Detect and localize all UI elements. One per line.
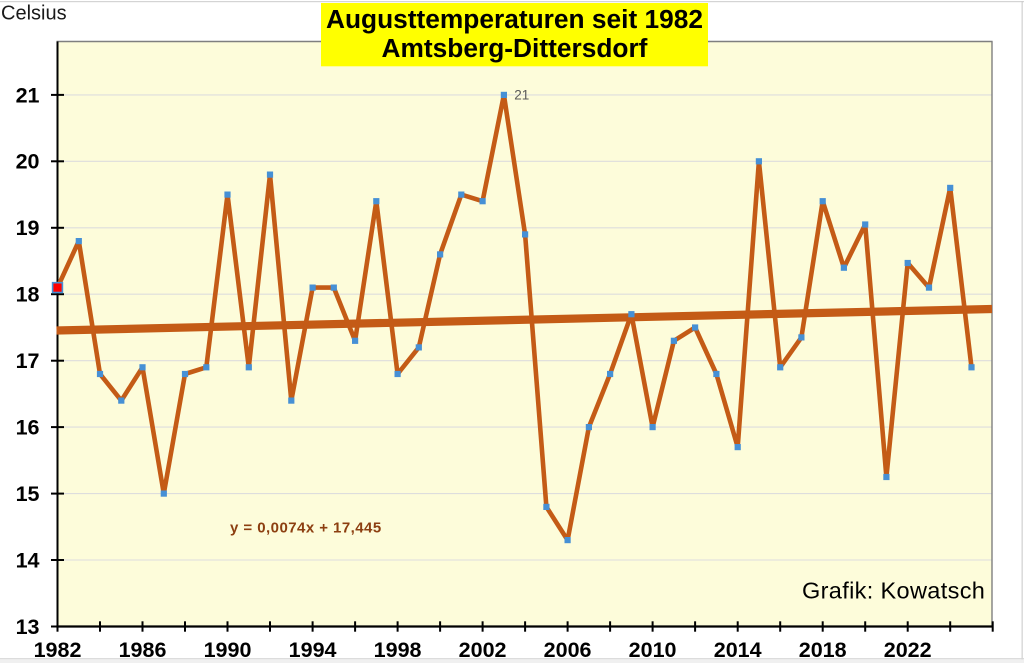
svg-text:1990: 1990 [204,638,252,662]
svg-text:18: 18 [16,283,40,307]
svg-text:15: 15 [16,482,40,506]
svg-text:20: 20 [16,150,40,174]
svg-text:13: 13 [16,615,40,639]
svg-text:Augusttemperaturen seit 1982: Augusttemperaturen seit 1982 [326,4,703,34]
svg-text:21: 21 [16,83,40,107]
svg-text:2014: 2014 [714,638,762,662]
svg-text:Celsius: Celsius [1,2,67,24]
svg-text:2010: 2010 [629,638,677,662]
svg-text:16: 16 [16,416,40,440]
svg-text:2022: 2022 [884,638,932,662]
svg-text:2018: 2018 [799,638,847,662]
svg-text:2002: 2002 [459,638,507,662]
svg-text:Amtsberg-Dittersdorf: Amtsberg-Dittersdorf [382,33,648,63]
svg-text:17: 17 [16,349,40,373]
svg-text:2006: 2006 [544,638,592,662]
svg-text:14: 14 [16,548,40,572]
svg-text:1986: 1986 [119,638,167,662]
svg-text:1998: 1998 [374,638,422,662]
svg-text:21: 21 [514,88,529,103]
svg-text:y = 0,0074x + 17,445: y = 0,0074x + 17,445 [230,520,382,537]
svg-text:Grafik: Kowatsch: Grafik: Kowatsch [802,578,985,604]
svg-text:1994: 1994 [289,638,337,662]
svg-text:1982: 1982 [34,638,82,662]
svg-text:19: 19 [16,216,40,240]
